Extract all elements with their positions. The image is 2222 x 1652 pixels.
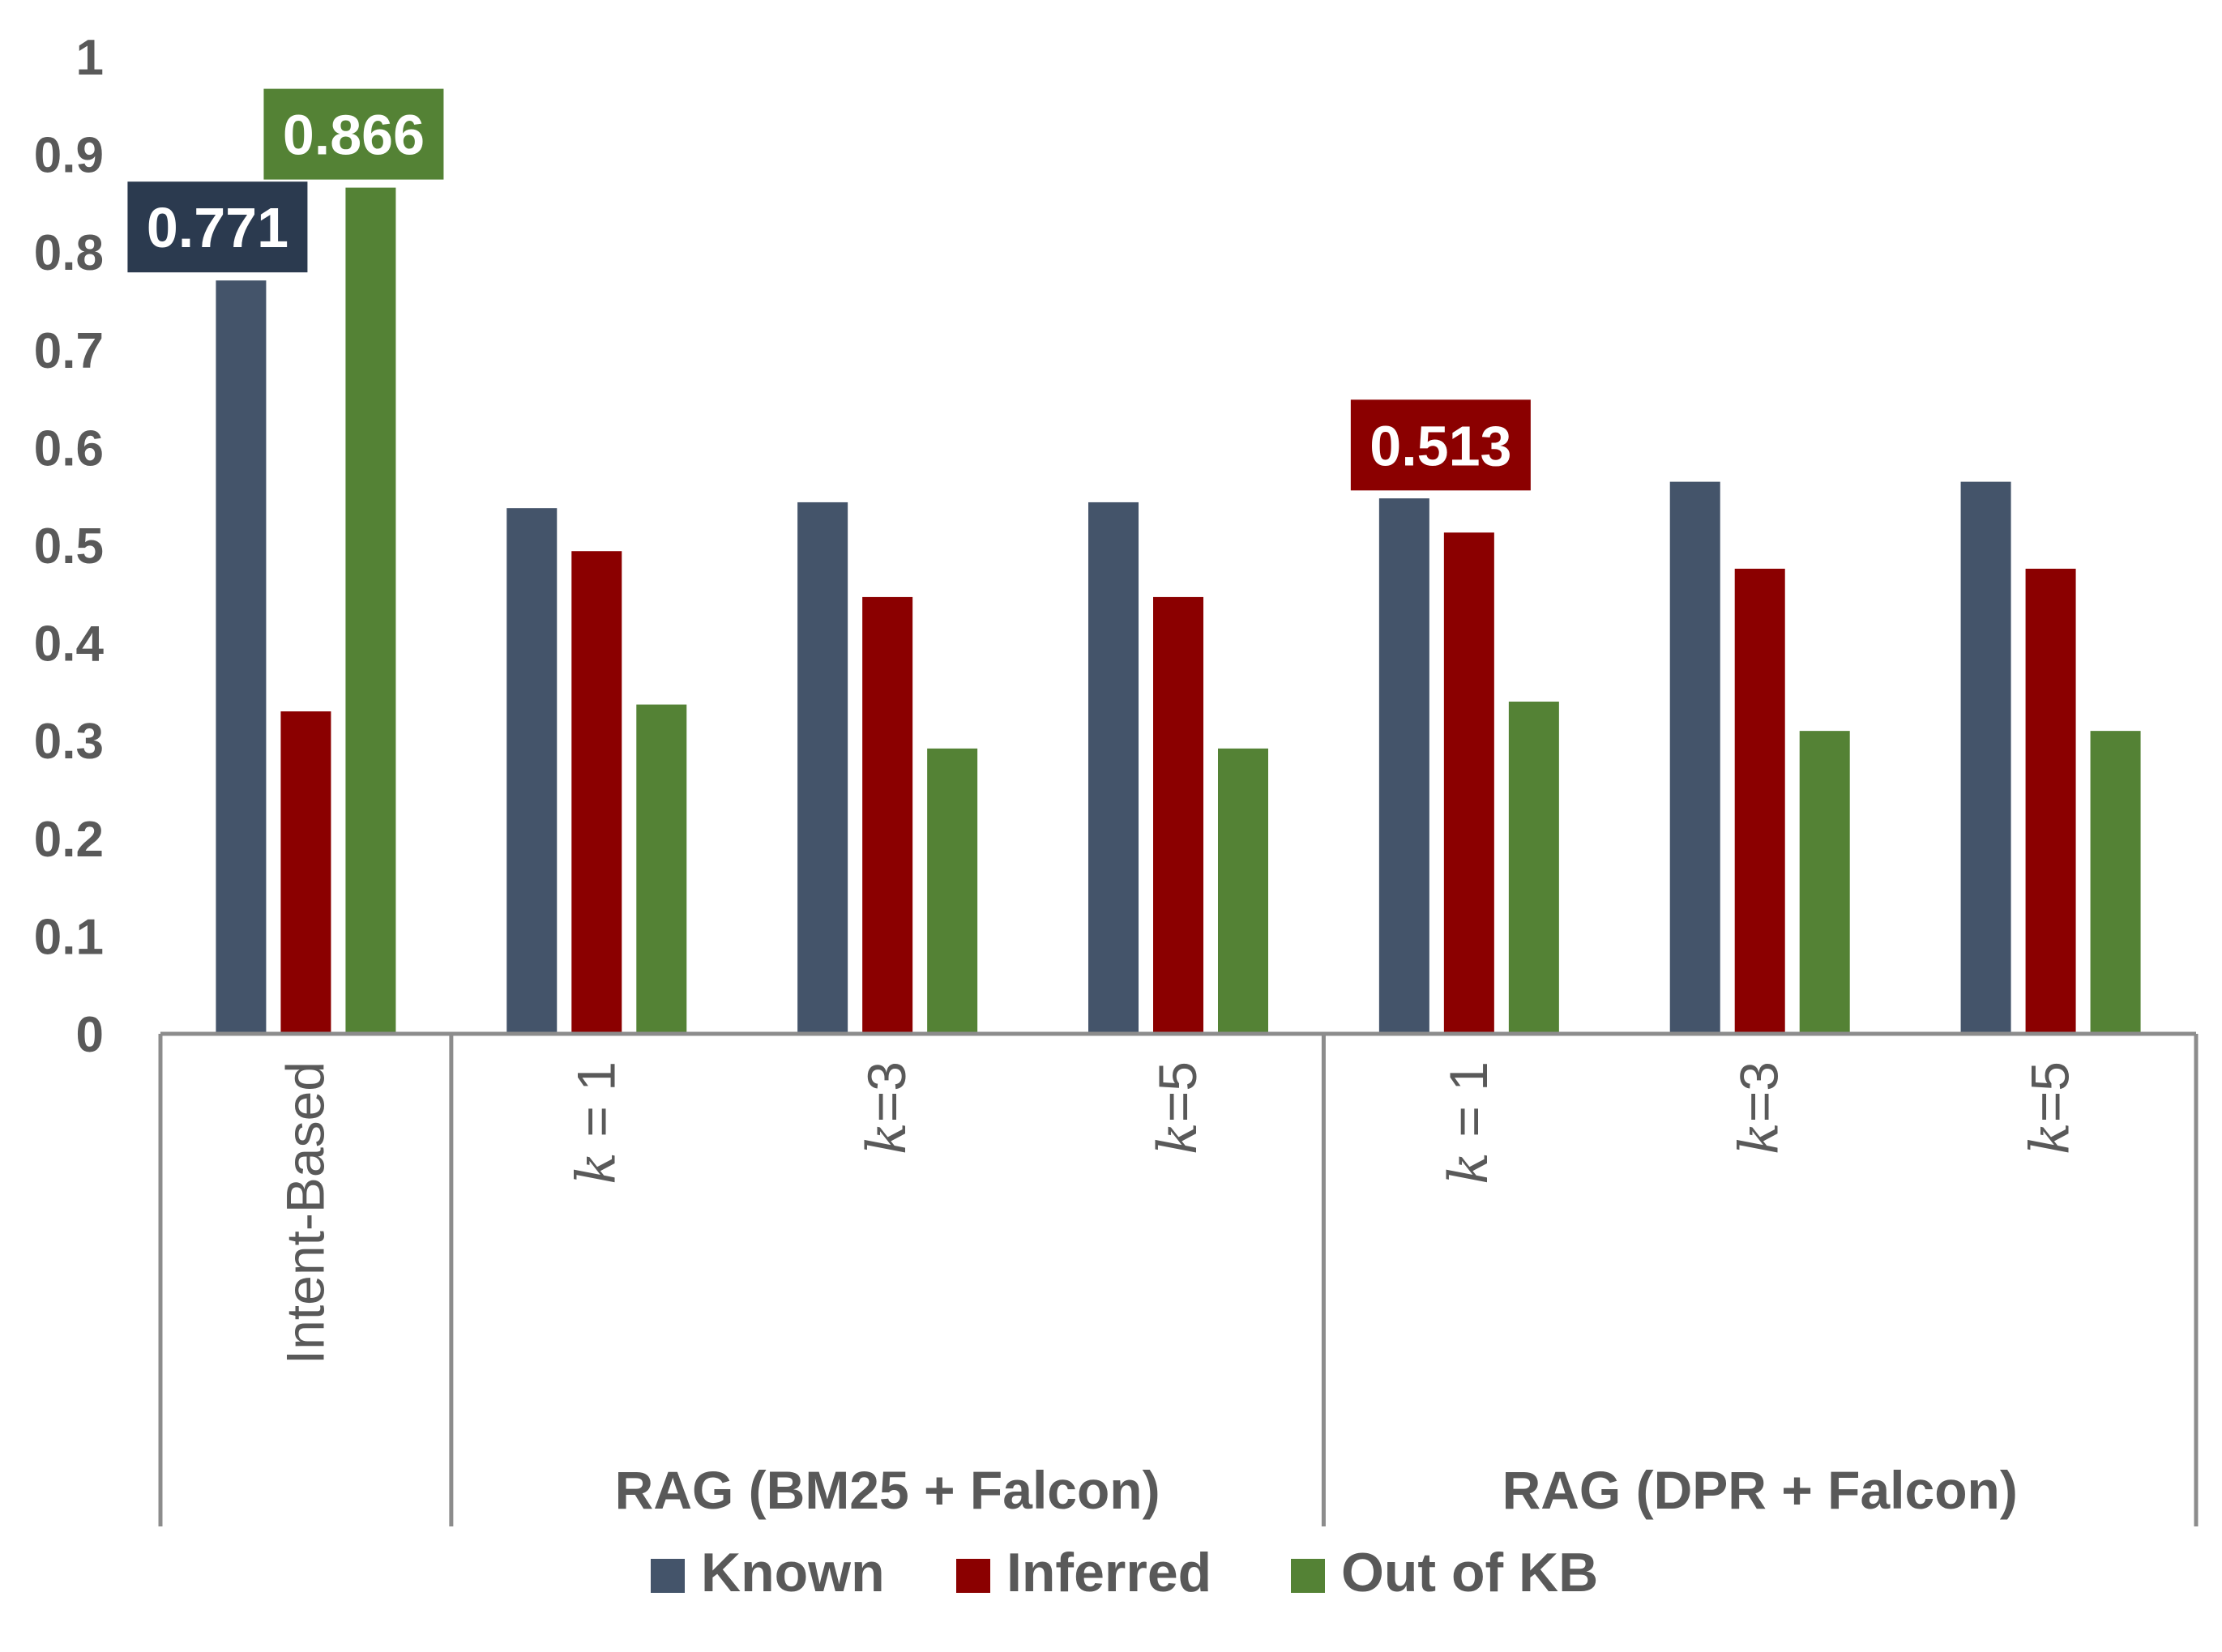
bar-known (1669, 481, 1720, 1034)
category-axis-frame (158, 1031, 2198, 1526)
y-tick-label: 0.1 (34, 909, 104, 965)
bar-inferred (1443, 532, 1494, 1034)
category-label: k = 1 (1438, 1061, 1500, 1185)
legend: Known Inferred Out of KB (651, 1542, 1598, 1603)
category-k-symbol: k (1728, 1122, 1791, 1155)
category-label-text: =5 (2020, 1061, 2080, 1122)
legend-label: Inferred (1006, 1542, 1211, 1603)
category-label: k=5 (2019, 1061, 2082, 1155)
category-k-symbol: k (1147, 1122, 1209, 1155)
category-label: k=3 (856, 1061, 918, 1155)
data-label: 0.513 (1370, 414, 1511, 477)
bar-known (506, 508, 558, 1034)
category-label: k=3 (1728, 1061, 1791, 1155)
bar-out-of-kb (927, 748, 978, 1034)
y-tick-label: 1 (76, 30, 104, 86)
bar-out-of-kb (636, 704, 687, 1034)
category-label-text: = 1 (1438, 1061, 1498, 1152)
category-label-text: Intent-Based (275, 1061, 335, 1364)
bar-known (1378, 498, 1429, 1034)
category-label-text: =5 (1147, 1061, 1207, 1122)
category-k-symbol: k (1438, 1152, 1500, 1185)
bar-out-of-kb (2090, 731, 2141, 1034)
bar-out-of-kb (1799, 731, 1850, 1034)
bar-inferred (1734, 568, 1785, 1034)
y-tick-label: 0.2 (34, 812, 104, 868)
category-k-symbol: k (565, 1152, 627, 1185)
legend-label: Known (701, 1542, 885, 1603)
category-k-symbol: k (856, 1122, 918, 1155)
bar-inferred (571, 551, 622, 1034)
category-label-text: = 1 (566, 1061, 626, 1152)
data-labels: 0.771 0.866 0.513 (127, 88, 1531, 491)
data-label-box (1350, 399, 1531, 491)
category-label: k=5 (1147, 1061, 1209, 1155)
data-label: 0.771 (147, 196, 288, 259)
legend-label: Out of KB (1341, 1542, 1598, 1603)
category-label-text: =3 (857, 1061, 917, 1122)
bar-inferred (280, 711, 331, 1034)
category-label: k = 1 (565, 1061, 627, 1185)
bar-known (1088, 502, 1139, 1034)
y-axis-ticks: 0 0.1 0.2 0.3 0.4 0.5 0.6 0.7 0.8 0.9 1 (34, 30, 105, 1063)
bar-out-of-kb (1218, 748, 1268, 1034)
bar-inferred (1153, 596, 1203, 1034)
y-tick-label: 0.3 (34, 714, 104, 770)
legend-swatch (651, 1559, 685, 1593)
y-tick-label: 0.4 (34, 617, 105, 672)
category-k-symbol: k (2019, 1122, 2082, 1155)
bars (216, 187, 2141, 1034)
y-tick-label: 0.7 (34, 323, 104, 379)
bar-known (797, 502, 848, 1034)
legend-swatch (956, 1559, 990, 1593)
bar-known (216, 280, 267, 1034)
bar-out-of-kb (1508, 701, 1559, 1034)
group-labels: RAG (BM25 + Falcon) RAG (DPR + Falcon) (615, 1460, 2018, 1520)
group-label: RAG (DPR + Falcon) (1502, 1460, 2018, 1520)
group-label: RAG (BM25 + Falcon) (615, 1460, 1160, 1520)
y-tick-label: 0.5 (34, 519, 104, 574)
bar-inferred (862, 596, 913, 1034)
data-label-box (127, 181, 308, 273)
y-tick-label: 0.8 (34, 225, 104, 281)
y-tick-label: 0.9 (34, 128, 104, 184)
bar-inferred (2025, 568, 2076, 1034)
data-label-box (263, 88, 444, 180)
category-labels: Intent-Based k = 1 k=3k=5k = 1 k=3k=5 (275, 1061, 2081, 1364)
category-label-text: =3 (1729, 1061, 1789, 1122)
legend-swatch (1291, 1559, 1325, 1593)
y-tick-label: 0 (76, 1007, 104, 1063)
y-tick-label: 0.6 (34, 420, 104, 476)
data-label: 0.866 (283, 104, 425, 167)
bar-out-of-kb (345, 187, 396, 1034)
bar-known (1960, 481, 2011, 1034)
category-label: Intent-Based (275, 1061, 335, 1364)
